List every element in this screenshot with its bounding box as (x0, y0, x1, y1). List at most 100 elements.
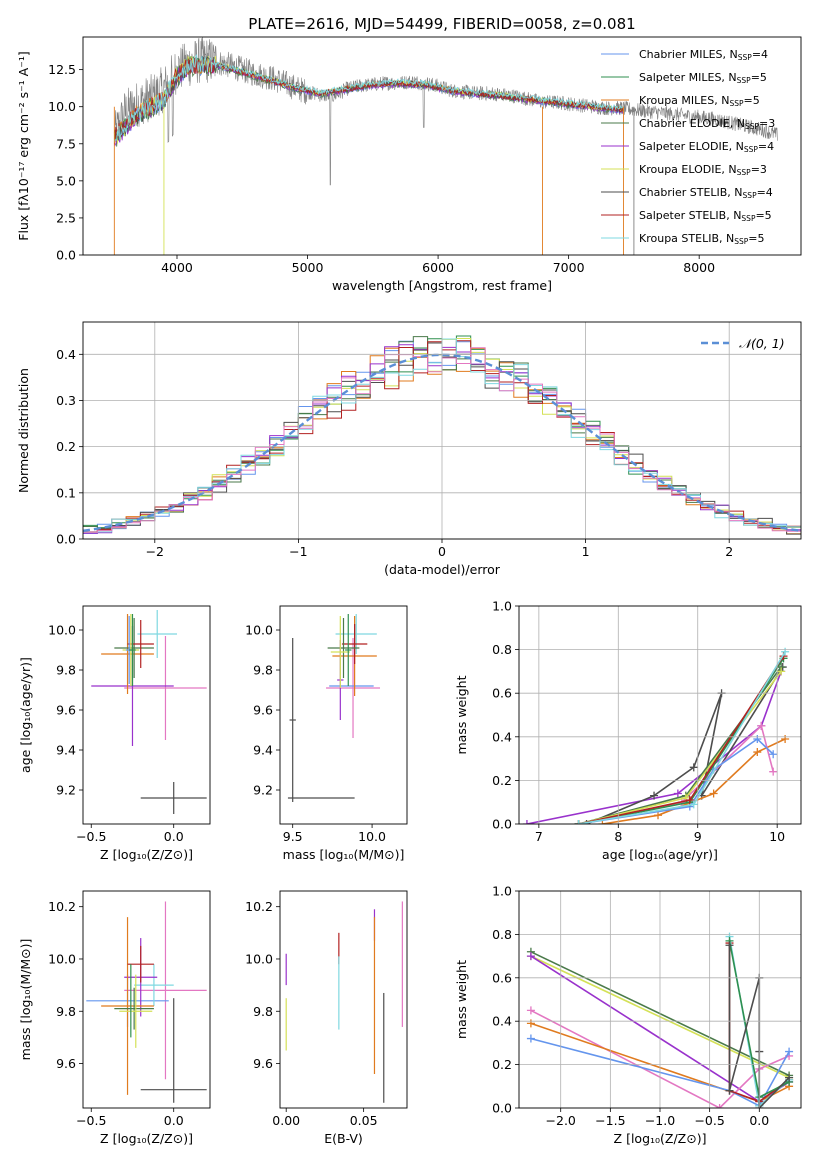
y-tick-label: 2.5 (56, 210, 76, 225)
y-axis-label: Flux [fλ10⁻¹⁷ erg cm⁻² s⁻¹ A⁻¹] (16, 51, 31, 240)
plot-area (285, 901, 403, 1103)
y-tick-label: 10.0 (245, 623, 273, 638)
x-tick-label: −0.5 (76, 829, 106, 844)
y-tick-label: 0.4 (492, 729, 512, 744)
y-tick-label: 0.0 (492, 817, 512, 832)
axes-frame (82, 321, 802, 540)
x-tick-label: 9 (694, 829, 702, 844)
y-tick-label: 10.2 (48, 899, 76, 914)
legend-label-4: Salpeter ELODIE, NSSP=4 (639, 140, 774, 154)
legend-label-value: =5 (743, 94, 759, 107)
y-tick-label: 9.4 (56, 743, 76, 758)
y-tick-label: 0.8 (492, 642, 512, 657)
legend-label-value: =4 (752, 48, 768, 61)
x-tick-label: 10.0 (358, 829, 386, 844)
y-axis-label: age [log₁₀(age/yr)] (18, 657, 33, 773)
x-axis-label: (data-model)/error (384, 562, 501, 577)
series-marker-3-2 (757, 721, 766, 730)
y-tick-label: 0.0 (492, 1101, 512, 1116)
y-tick-label: 9.6 (56, 1056, 76, 1071)
y-tick-label: 1.0 (492, 599, 512, 614)
series-marker-5-3 (785, 1047, 794, 1056)
series-marker-4-3 (753, 734, 762, 743)
x-tick-label: 0.0 (749, 1113, 769, 1128)
series-marker-2-3 (753, 748, 762, 757)
y-tick-label: 0.0 (56, 248, 76, 263)
x-axis-label: Z [log₁₀(Z/Z⊙)] (100, 1131, 193, 1146)
series-line-0 (526, 671, 782, 824)
y-tick-label: 10.0 (48, 623, 76, 638)
y-tick-label: 0.4 (56, 347, 76, 362)
y-tick-label: 12.5 (48, 62, 76, 77)
legend-label-subscript: SSP (737, 168, 752, 177)
y-tick-label: 9.8 (253, 1004, 273, 1019)
y-tick-label: 9.8 (253, 663, 273, 678)
y-tick-label: 9.6 (253, 1056, 273, 1071)
legend-label-subscript: SSP (741, 214, 756, 223)
y-tick-label: 0.2 (492, 773, 512, 788)
y-tick-label: 1.0 (492, 884, 512, 899)
y-tick-label: 0.1 (56, 485, 76, 500)
y-tick-label: 9.4 (253, 743, 273, 758)
x-tick-label: 5000 (292, 260, 324, 275)
axes-frame (82, 36, 802, 256)
series-marker-8-1 (685, 796, 694, 805)
x-tick-label: 0.0 (164, 1113, 184, 1128)
legend-label-5: Kroupa ELODIE, NSSP=3 (639, 163, 767, 177)
legend-label-text: Kroupa ELODIE, N (639, 163, 737, 176)
x-axis-label: E(B-V) (324, 1131, 363, 1146)
x-tick-label: −0.5 (694, 1113, 724, 1128)
y-tick-label: 0.0 (56, 532, 76, 547)
x-tick-label: −1 (289, 544, 307, 559)
series-line-3 (530, 1009, 790, 1108)
y-tick-label: 9.6 (253, 703, 273, 718)
axes-frame (279, 605, 408, 825)
y-tick-label: 0.8 (492, 927, 512, 942)
series-marker-0-0 (522, 820, 531, 824)
x-tick-label: −2.0 (546, 1113, 576, 1128)
x-tick-label: 8 (614, 829, 622, 844)
legend-label-0: Chabrier MILES, NSSP=4 (639, 48, 768, 62)
y-axis-label: mass [log₁₀(M/M⊙)] (18, 939, 33, 1061)
legend-label-subscript: SSP (737, 76, 752, 85)
x-tick-label: 7000 (553, 260, 585, 275)
axes-frame (518, 890, 802, 1109)
chart-age-vs-Z: −0.5 0.0 9.2 9.4 9.6 9.8 10.0 Z [log₁₀(Z/Z⊙)] ag… (18, 605, 211, 862)
series-marker-9-5 (785, 1073, 794, 1082)
plot-area (287, 614, 381, 802)
x-tick-label: −1.0 (645, 1113, 675, 1128)
x-tick-label: 0 (438, 544, 446, 559)
x-tick-label: 0.05 (350, 1113, 378, 1128)
plot-area (113, 37, 778, 255)
legend-label-text: Kroupa MILES, N (639, 94, 729, 107)
x-axis-label: age [log₁₀(age/yr)] (602, 847, 718, 862)
axes-frame (518, 605, 802, 825)
legend-label-reference: 𝒩(0, 1) (739, 336, 785, 351)
legend-label-text: Kroupa STELIB, N (639, 232, 734, 245)
y-tick-label: 0.6 (492, 970, 512, 985)
legend-label-value: =5 (751, 71, 767, 84)
series-marker-9-0 (574, 820, 583, 824)
chart-spectrum: 4000 5000 6000 7000 8000 0.0 2.5 5.0 7.5 10.0 12.5… (16, 15, 802, 293)
chart-mass-weight-vs-age: 7 8 9 10 0.0 0.2 0.4 0.6 0.8 1.0 age [log₁₀(age/yr… (454, 599, 802, 862)
y-tick-label: 10.0 (48, 99, 76, 114)
model-line-8 (113, 53, 624, 143)
x-axis-label: mass [log₁₀(M/M⊙)] (283, 847, 405, 862)
y-tick-label: 7.5 (56, 136, 76, 151)
x-tick-label: −0.5 (76, 1113, 106, 1128)
y-tick-label: 0.3 (56, 393, 76, 408)
y-axis-label: Normed distribution (16, 368, 31, 493)
legend-label-text: Chabrier STELIB, N (639, 186, 743, 199)
y-tick-label: 10.0 (48, 951, 76, 966)
legend-label-value: =4 (757, 186, 773, 199)
chart-mass-weight-vs-Z: −2.0 −1.5 −1.0 −0.5 0.0 0.0 0.2 0.4 0.6 0.8 1.0 Z [… (454, 884, 802, 1146)
y-tick-label: 9.2 (56, 783, 76, 798)
series-marker-9-1 (725, 1086, 734, 1095)
y-tick-label: 9.2 (253, 783, 273, 798)
series-marker-1-2 (689, 763, 698, 772)
legend-label-text: Salpeter ELODIE, N (639, 140, 744, 153)
y-tick-label: 0.6 (492, 686, 512, 701)
axes-frame (279, 890, 408, 1109)
series-marker-0-1 (673, 789, 682, 798)
